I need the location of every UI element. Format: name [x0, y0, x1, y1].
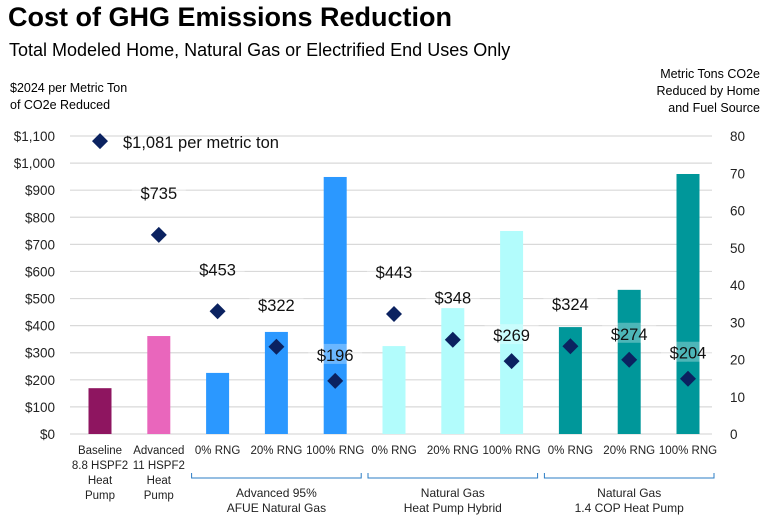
left-axis-title: $2024 per Metric Ton of CO2e Reduced: [10, 80, 127, 114]
left-tick-label: $100: [25, 400, 55, 415]
left-axis-title-line: $2024 per Metric Ton: [10, 81, 128, 95]
data-label-bg: [131, 181, 186, 202]
data-label: $196: [317, 347, 354, 365]
left-tick-label: $300: [25, 346, 55, 361]
bar: [88, 388, 112, 434]
diamond-marker: [503, 353, 520, 370]
category-label: Heat: [88, 475, 113, 487]
data-label-bg: [190, 258, 245, 279]
category-label: Heat: [147, 475, 172, 487]
bar: [676, 173, 700, 434]
data-label: $348: [434, 290, 471, 308]
category-label: 0% RNG: [195, 445, 240, 457]
diamond-marker: [621, 351, 638, 368]
category-label: Pump: [144, 490, 174, 502]
bar: [441, 308, 465, 434]
chart-subtitle: Total Modeled Home, Natural Gas or Elect…: [9, 40, 511, 60]
right-tick-label: 50: [730, 241, 745, 256]
diamond-marker: [444, 331, 461, 348]
data-label: $274: [611, 326, 648, 344]
data-label: $443: [376, 264, 413, 282]
left-tick-label: $900: [25, 183, 55, 198]
bar: [558, 327, 582, 434]
group-label: Heat Pump Hybrid: [404, 501, 502, 515]
right-tick-label: 30: [730, 315, 745, 330]
left-axis-title-line: of CO2e Reduced: [10, 98, 111, 112]
group-bracket: [191, 473, 362, 479]
data-label-bg: [367, 260, 421, 281]
bar: [500, 230, 524, 434]
data-label: $269: [493, 327, 530, 345]
group-bracket: [367, 473, 539, 479]
bar: [206, 372, 230, 434]
right-tick-label: 20: [730, 353, 745, 368]
data-label-bg: [484, 324, 539, 345]
category-label: 100% RNG: [306, 445, 364, 457]
right-tick-label: 40: [730, 278, 745, 293]
category-label: 8.8 HSPF2: [72, 460, 128, 472]
bar: [147, 336, 171, 434]
left-tick-label: $1,000: [14, 156, 55, 171]
group-label: AFUE Natural Gas: [227, 501, 326, 515]
right-tick-label: 0: [730, 427, 738, 442]
data-label: $204: [670, 345, 707, 363]
diamond-marker: [680, 370, 696, 387]
category-label: 20% RNG: [251, 445, 303, 457]
group-label: Advanced 95%: [236, 486, 317, 500]
data-label-bg: [425, 286, 480, 307]
diamond-marker: [386, 305, 402, 322]
left-tick-label: $800: [25, 210, 55, 225]
category-label: 0% RNG: [548, 445, 593, 457]
left-tick-label: $200: [25, 373, 55, 388]
category-label: 100% RNG: [483, 445, 541, 457]
category-label: 100% RNG: [659, 445, 717, 457]
category-label: 20% RNG: [603, 445, 655, 457]
right-tick-label: 80: [730, 129, 745, 144]
data-label-bg: [308, 343, 363, 364]
diamond-marker: [268, 338, 285, 355]
left-tick-label: $1,100: [14, 129, 55, 144]
bar: [264, 331, 288, 434]
chart-title: Cost of GHG Emissions Reduction: [8, 2, 453, 32]
diamond-marker: [562, 338, 579, 355]
diamond-marker: [150, 226, 167, 243]
left-tick-label: $500: [25, 292, 55, 307]
group-bracket: [543, 473, 715, 479]
left-tick-label: $600: [25, 264, 55, 279]
left-tick-label: $400: [25, 319, 55, 334]
category-label: 0% RNG: [371, 445, 416, 457]
group-label: Natural Gas: [597, 486, 661, 500]
diamond-marker: [92, 133, 108, 150]
category-label: 20% RNG: [427, 445, 479, 457]
category-label: Advanced: [133, 445, 184, 457]
right-axis-title: Metric Tons CO2e Reduced by Home and Fuel …: [656, 66, 760, 117]
bar: [323, 176, 347, 434]
category-label: Baseline: [78, 445, 122, 457]
category-label: 11 HSPF2: [133, 460, 185, 472]
right-tick-label: 70: [730, 166, 745, 181]
data-label-bg: [249, 293, 304, 314]
right-axis-title-line: and Fuel Source: [668, 101, 760, 115]
data-label-bg: [543, 293, 598, 314]
right-tick-label: 60: [730, 204, 745, 219]
data-label-bg: [602, 322, 657, 343]
data-label: $324: [552, 296, 589, 314]
data-label: $1,081 per metric ton: [123, 134, 279, 152]
data-label-bg: [661, 341, 715, 362]
right-axis-title-line: Metric Tons CO2e: [660, 67, 760, 81]
diamond-marker: [209, 303, 226, 320]
category-label: Pump: [85, 490, 115, 502]
bar: [382, 346, 406, 434]
data-label: $322: [258, 297, 295, 315]
data-label: $453: [199, 261, 236, 279]
left-tick-label: $0: [40, 427, 55, 442]
group-label: Natural Gas: [421, 486, 485, 500]
group-label: 1.4 COP Heat Pump: [575, 501, 684, 515]
left-tick-label: $700: [25, 237, 55, 252]
diamond-marker: [327, 372, 344, 389]
data-label: $735: [140, 185, 177, 203]
right-axis-title-line: Reduced by Home: [656, 84, 760, 98]
right-tick-label: 10: [730, 390, 745, 405]
